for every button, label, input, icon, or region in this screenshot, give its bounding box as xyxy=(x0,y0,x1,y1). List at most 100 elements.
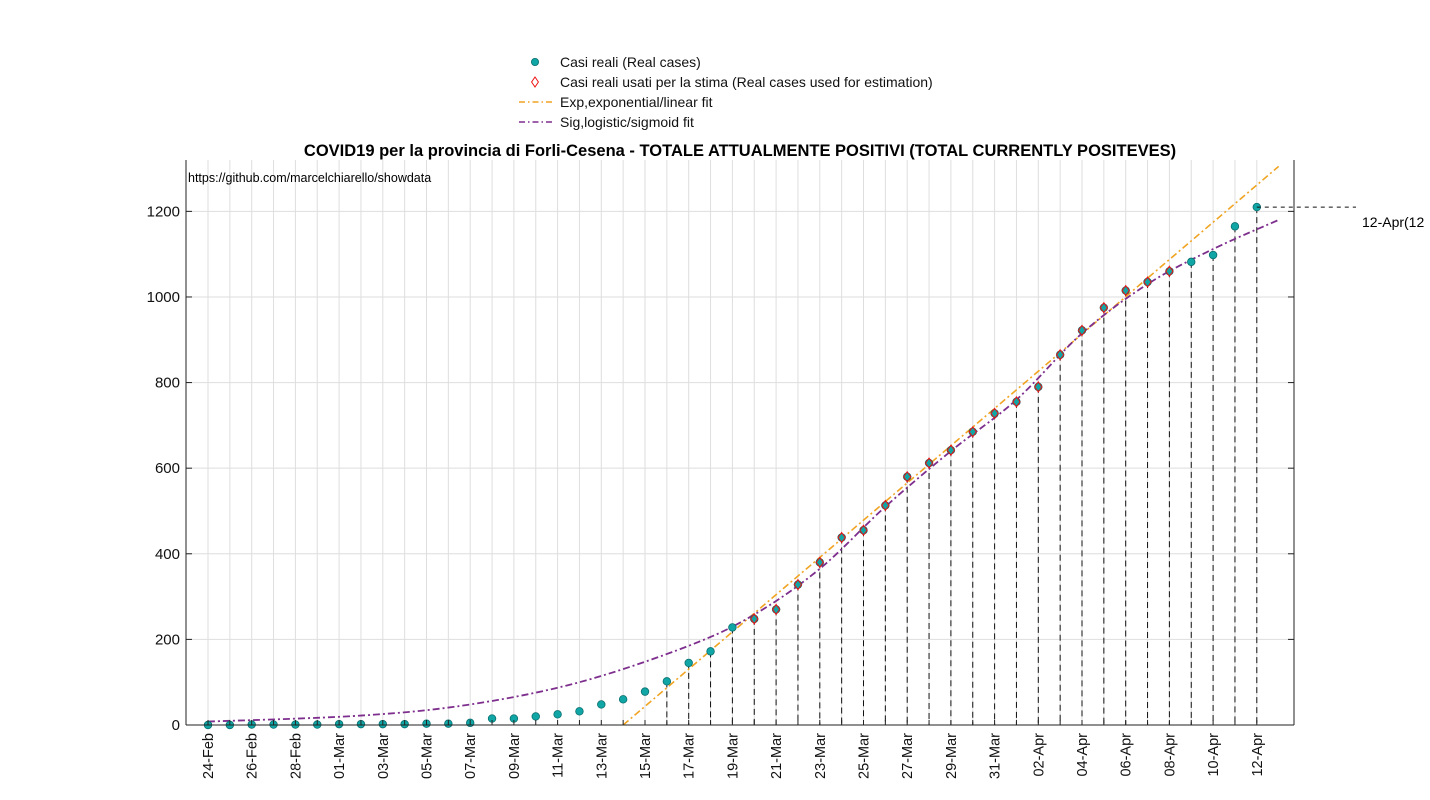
x-tick-label: 19-Mar xyxy=(725,733,741,779)
drop-lines xyxy=(666,207,1258,725)
dash-dot-line-icon xyxy=(519,101,552,103)
legend-entry-real-cases: Casi reali (Real cases) xyxy=(516,52,968,72)
estimation-point xyxy=(881,499,890,512)
real-case-point xyxy=(640,687,650,696)
x-tick-label: 25-Mar xyxy=(857,733,873,779)
x-tick-label: 17-Mar xyxy=(682,733,698,779)
real-case-point xyxy=(553,710,562,719)
real-case-point xyxy=(1208,250,1218,260)
y-tick-label: 0 xyxy=(172,717,180,734)
legend-label: Casi reali usati per la stima (Real case… xyxy=(560,74,933,90)
real-case-point xyxy=(662,677,672,686)
legend-label: Casi reali (Real cases) xyxy=(560,54,701,70)
legend-entry-estimation-cases: Casi reali usati per la stima (Real case… xyxy=(516,72,968,92)
estimation-point xyxy=(946,444,956,457)
real-case-point xyxy=(1012,397,1021,407)
estimation-point xyxy=(1077,324,1087,337)
source-note: https://github.com/marcelchiarello/showd… xyxy=(188,171,432,185)
real-case-point xyxy=(924,458,934,468)
real-case-point xyxy=(1034,382,1043,392)
real-case-point xyxy=(706,647,715,656)
grid xyxy=(186,160,1294,726)
estimation-point xyxy=(837,531,846,544)
x-tick-label: 03-Mar xyxy=(376,733,392,779)
real-case-point xyxy=(1099,303,1109,312)
x-tick-label: 31-Mar xyxy=(988,733,1004,779)
real-case-point xyxy=(1077,326,1087,335)
x-tick-label: 12-Apr xyxy=(1250,733,1266,777)
estimation-point xyxy=(924,457,934,469)
x-tick-label: 01-Mar xyxy=(332,733,348,779)
real-case-point xyxy=(968,427,977,436)
x-tick-labels: 24-Feb 26-Feb 28-Feb 01-Mar 03-Mar 05-Mar 07-M… xyxy=(201,733,1266,779)
x-tick-label: 11-Mar xyxy=(551,733,567,778)
legend-entry-sig-fit: Sig,logistic/sigmoid fit xyxy=(516,112,968,132)
axes xyxy=(185,160,1295,726)
x-tick-label: 29-Mar xyxy=(944,733,960,779)
x-tick-label: 02-Apr xyxy=(1031,733,1047,777)
real-case-point xyxy=(728,623,737,632)
y-tick-label: 400 xyxy=(155,546,180,563)
real-case-point xyxy=(597,700,606,709)
estimation-point xyxy=(990,407,999,420)
x-tick-label: 24-Feb xyxy=(201,733,217,779)
estimation-point xyxy=(750,612,759,625)
real-case-point xyxy=(946,446,956,455)
y-tick-label: 1200 xyxy=(147,203,180,220)
y-tick-label: 600 xyxy=(155,460,180,477)
estimation-point xyxy=(1143,276,1152,288)
estimation-point xyxy=(859,524,868,537)
real-case-point xyxy=(1055,350,1065,359)
x-tick-label: 07-Mar xyxy=(463,733,479,779)
dash-dot-line-icon xyxy=(519,121,552,123)
real-case-point xyxy=(815,558,824,567)
real-case-point xyxy=(750,614,759,624)
x-tick-label: 23-Mar xyxy=(813,733,829,779)
real-case-point xyxy=(859,526,868,535)
legend-entry-exp-fit: Exp,exponential/linear fit xyxy=(516,92,968,112)
estimation-point xyxy=(793,578,803,591)
x-tick-label: 10-Apr xyxy=(1206,733,1222,777)
estimation-point xyxy=(1055,348,1065,361)
last-value-callout: 12-Apr(12 xyxy=(1362,214,1425,230)
x-tick-label: 05-Mar xyxy=(420,733,436,779)
x-tick-label: 13-Mar xyxy=(594,733,610,779)
estimation-point xyxy=(1099,301,1109,314)
real-case-point xyxy=(618,695,628,704)
real-case-point xyxy=(793,580,803,589)
x-tick-label: 27-Mar xyxy=(900,733,916,779)
estimation-point xyxy=(1165,265,1174,278)
x-tick-label: 15-Mar xyxy=(638,733,654,779)
legend-label: Exp,exponential/linear fit xyxy=(560,94,713,110)
estimation-point xyxy=(902,470,912,483)
x-tick-label: 04-Apr xyxy=(1075,733,1091,777)
x-tick-label: 06-Apr xyxy=(1119,733,1135,777)
x-tick-label: 21-Mar xyxy=(769,733,785,779)
diamond-marker-icon xyxy=(530,76,540,88)
estimation-point xyxy=(1034,381,1043,393)
x-tick-label: 26-Feb xyxy=(245,733,261,779)
estimation-point xyxy=(1121,284,1130,297)
real-case-point xyxy=(881,501,890,510)
estimation-point xyxy=(771,603,781,616)
real-case-point xyxy=(1230,222,1240,231)
real-case-point xyxy=(1187,257,1196,267)
circle-marker-icon xyxy=(530,58,539,66)
real-case-point xyxy=(575,707,584,716)
x-tick-label: 28-Feb xyxy=(288,733,304,779)
y-tick-label: 200 xyxy=(155,631,180,648)
fit-lines xyxy=(207,165,1280,726)
real-case-point xyxy=(990,409,999,418)
real-case-point xyxy=(1165,267,1174,276)
real-case-point xyxy=(771,605,781,614)
chart-title: COVID19 per la provincia di Forli-Cesena… xyxy=(303,142,1177,160)
x-tick-label: 09-Mar xyxy=(507,733,523,779)
real-case-point xyxy=(1143,277,1152,287)
y-tick-labels: 0 200 400 600 800 1000 1200 xyxy=(147,203,180,734)
estimation-point xyxy=(1012,395,1021,408)
real-case-point xyxy=(1121,286,1130,295)
real-case-point xyxy=(531,712,540,721)
estimation-point xyxy=(968,425,977,438)
real-case-point xyxy=(903,472,912,481)
real-case-point xyxy=(837,533,846,542)
